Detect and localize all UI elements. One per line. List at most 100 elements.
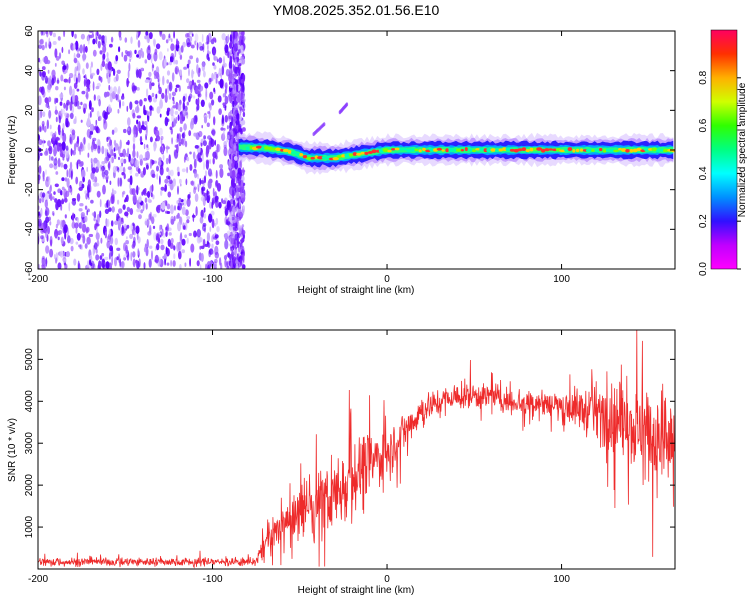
spectrogram-noise-dot	[73, 57, 78, 64]
snr-series-line	[38, 330, 675, 569]
snr-y-tick-label: 3000	[24, 432, 35, 455]
spectrogram-noise-dot	[229, 70, 233, 81]
spectrogram-noise-dot	[144, 59, 148, 64]
spectrogram-noise-dot	[171, 72, 175, 82]
spectrogram-noise-dot	[77, 159, 81, 164]
spectrogram-noise-dot	[88, 100, 92, 110]
spectrogram-noise-dot	[73, 43, 76, 50]
spectrogram-noise-dot	[156, 106, 161, 114]
spectrogram-noise-dot	[190, 120, 194, 130]
spectrogram-noise-dot	[45, 41, 48, 49]
spectrogram-noise-dot	[61, 141, 66, 151]
spectrogram-noise-dot	[82, 54, 85, 62]
spectrogram-noise-dot	[57, 124, 61, 133]
spectrogram-noise-dot	[54, 183, 59, 188]
spectrogram-noise-dot	[125, 194, 129, 202]
spectrogram-noise-dot	[196, 228, 201, 238]
spectrogram-noise-dot	[76, 135, 80, 145]
spectrogram-noise-dot	[148, 32, 153, 40]
spectrogram-noise-dot	[136, 31, 139, 37]
spectrogram-noise-dot	[209, 226, 212, 232]
spectrogram-noise-dot	[177, 212, 180, 219]
spectrogram-noise-dot	[214, 195, 219, 201]
spectrogram-noise-dot	[120, 217, 124, 222]
spectrogram-noise-dot	[187, 59, 191, 65]
spectrogram-streak-dot	[345, 102, 349, 107]
spectrogram-noise-dot	[232, 78, 234, 89]
spectrogram-noise-dot	[128, 153, 131, 162]
spectrogram-noise-dot	[111, 129, 115, 135]
spectrogram-noise-dot	[230, 231, 233, 238]
spectrogram-noise-dot	[80, 101, 83, 106]
spectrogram-noise-dot	[55, 116, 58, 123]
spectrogram-noise-dot	[216, 226, 220, 233]
spectrogram-noise-dot	[229, 42, 233, 49]
spectrogram-noise-dot	[110, 36, 114, 43]
spectrogram-noise-dot	[218, 57, 223, 64]
spectrogram-peak-dot	[341, 154, 346, 158]
spectrogram-noise-dot	[218, 201, 222, 209]
spectrogram-noise-dot	[231, 250, 234, 259]
spectrogram-noise-dot	[175, 59, 178, 65]
spectrogram-noise-dot	[125, 240, 129, 245]
spectrogram-noise-dot	[62, 157, 65, 161]
spectrogram-noise-dot	[151, 62, 154, 72]
spectrogram-noise-dot	[165, 200, 168, 207]
spectrogram-noise-dot	[49, 31, 53, 36]
spectrogram-noise-dot	[151, 216, 155, 225]
spectrogram-noise-dot	[164, 187, 167, 192]
spectrogram-noise-dot	[122, 190, 126, 195]
spectrogram-noise-dot	[239, 171, 242, 176]
spectrogram-noise-dot	[132, 193, 137, 203]
spectrogram-noise-dot	[226, 230, 231, 237]
spectrogram-noise-dot	[90, 199, 94, 204]
spectrogram-noise-dot	[41, 66, 46, 71]
spectrogram-noise-dot	[209, 78, 212, 83]
spectrogram-noise-dot	[129, 175, 133, 186]
spectrogram-noise-dot	[230, 138, 233, 148]
spectrogram-noise-dot	[235, 207, 238, 212]
spectrogram-noise-dot	[175, 84, 180, 88]
spectrogram-noise-dot	[49, 193, 53, 202]
spectrogram-noise-dot	[167, 182, 171, 187]
spectrogram-noise-dot	[104, 208, 109, 214]
spectrogram-noise-dot	[64, 214, 67, 219]
spectrogram-noise-dot	[190, 180, 195, 186]
spectrogram-noise-dot	[170, 107, 174, 117]
spectrogram-noise-dot	[63, 86, 66, 91]
spectrogram-noise-dot	[118, 31, 122, 38]
spectrogram-noise-dot	[49, 155, 51, 161]
spectrogram-noise-dot	[140, 48, 143, 53]
spectrogram-noise-dot	[106, 52, 109, 58]
spectrogram-noise-dot	[205, 159, 210, 164]
spectrogram-noise-dot	[51, 69, 56, 78]
spectrogram-noise-dot	[109, 156, 112, 165]
spectrogram-noise-dot	[135, 127, 138, 137]
spectrogram-noise-dot	[203, 135, 207, 140]
spectrogram-noise-dot	[200, 99, 205, 108]
spectrogram-noise-dot	[46, 83, 52, 93]
spectrogram-noise-dot	[89, 66, 92, 76]
spectrogram-noise-dot	[187, 85, 190, 90]
spectrogram-noise-dot	[185, 209, 189, 217]
spectrogram-noise-dot	[66, 113, 70, 118]
spectrogram-noise-dot	[60, 74, 64, 82]
spectrogram-noise-dot	[89, 111, 92, 118]
spectrogram-noise-dot	[182, 41, 186, 48]
spectrogram-peak-dot	[344, 153, 351, 158]
spectrogram-noise-dot	[136, 151, 139, 159]
spectrogram-noise-dot	[241, 229, 246, 236]
spectrogram-noise-dot	[138, 214, 142, 220]
spectrogram-noise-dot	[151, 250, 153, 261]
spectrogram-noise-dot	[38, 218, 42, 227]
spectrogram-noise-dot	[39, 109, 43, 119]
spectrogram-noise-dot	[178, 250, 182, 260]
spectrogram-noise-dot	[155, 234, 160, 242]
spectrogram-noise-dot	[118, 46, 121, 53]
spectrogram-noise-dot	[147, 111, 150, 116]
spectrogram-noise-dot	[44, 150, 49, 156]
spectrogram-noise-dot	[46, 119, 49, 130]
spectrogram-peak-dot	[517, 148, 523, 152]
spectrogram-noise-dot	[234, 246, 237, 257]
spectrogram-noise-dot	[134, 159, 139, 168]
